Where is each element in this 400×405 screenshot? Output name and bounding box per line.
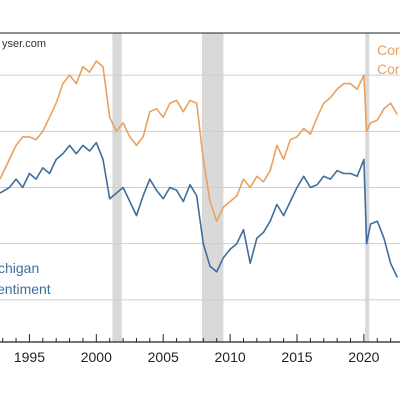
series-labels: chigan entiment Cor Cor [0, 42, 400, 297]
x-tick-label: 2010 [215, 349, 246, 365]
conference-series-label: Cor [377, 61, 400, 77]
x-axis-ticks: 1995 2000 2005 2010 2015 2020 [2, 334, 392, 365]
x-tick-label: 2015 [281, 349, 312, 365]
michigan-sentiment-line [0, 141, 399, 278]
x-tick-label: 1995 [14, 349, 45, 365]
grid-lines [0, 74, 400, 301]
series-lines [0, 60, 399, 278]
michigan-series-label: chigan [0, 260, 39, 276]
source-label: yser.com [2, 38, 46, 50]
conference-series-label: Cor [377, 42, 400, 58]
michigan-series-label: entiment [0, 281, 51, 297]
x-tick-label: 2020 [348, 349, 379, 365]
x-tick-label: 2000 [81, 349, 112, 365]
conference-board-line [0, 60, 398, 222]
plot-frame [0, 32, 400, 343]
x-tick-label: 2005 [148, 349, 179, 365]
